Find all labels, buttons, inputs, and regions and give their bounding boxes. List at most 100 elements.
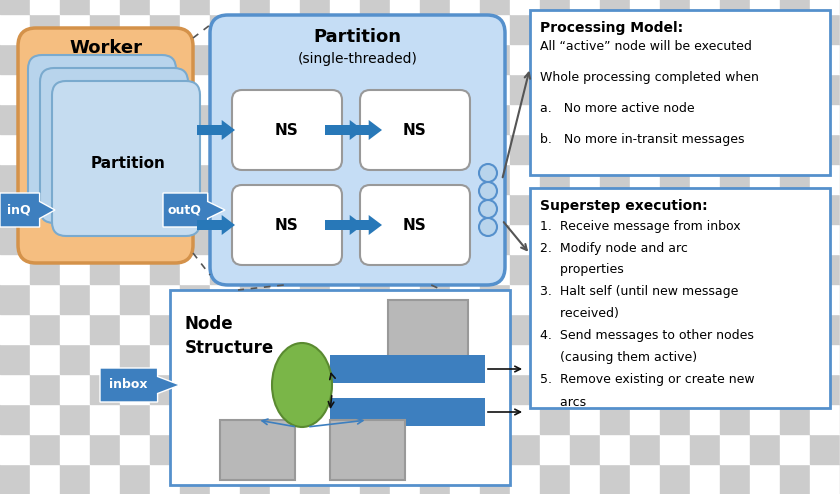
Bar (780, 44, 810, 74)
Bar (660, 194, 690, 224)
Bar (390, 224, 420, 254)
Bar (330, 434, 360, 464)
Bar (360, 134, 390, 164)
Bar (240, 0, 270, 14)
Bar (720, 104, 750, 134)
Bar (630, 104, 660, 134)
Bar (390, 344, 420, 374)
Bar (720, 254, 750, 284)
Bar (810, 134, 840, 164)
Bar (388, 300, 468, 380)
Bar (450, 134, 480, 164)
Bar (480, 224, 510, 254)
Text: 5.  Remove existing or create new: 5. Remove existing or create new (540, 373, 754, 386)
Bar (810, 104, 840, 134)
Bar (150, 104, 180, 134)
Bar (540, 344, 570, 374)
Bar (810, 284, 840, 314)
Text: inbox: inbox (108, 378, 147, 392)
Bar (540, 434, 570, 464)
Bar (60, 434, 90, 464)
Bar (720, 134, 750, 164)
Bar (480, 74, 510, 104)
Bar (510, 254, 540, 284)
Bar (210, 224, 240, 254)
Bar (150, 224, 180, 254)
Text: (single-threaded): (single-threaded) (297, 52, 417, 66)
Bar (300, 284, 330, 314)
Polygon shape (100, 368, 180, 402)
Bar (300, 134, 330, 164)
Bar (390, 194, 420, 224)
Bar (60, 314, 90, 344)
Bar (240, 254, 270, 284)
Bar (690, 134, 720, 164)
Bar (360, 374, 390, 404)
Bar (540, 254, 570, 284)
Bar (240, 134, 270, 164)
Bar (720, 0, 750, 14)
Bar (660, 314, 690, 344)
Bar (90, 104, 120, 134)
Bar (600, 224, 630, 254)
Bar (60, 74, 90, 104)
Bar (810, 464, 840, 494)
Bar (630, 464, 660, 494)
Bar (480, 104, 510, 134)
Bar (570, 374, 600, 404)
Bar (120, 164, 150, 194)
Bar (570, 134, 600, 164)
Bar (420, 254, 450, 284)
Text: Superstep execution:: Superstep execution: (540, 199, 707, 213)
Bar (270, 134, 300, 164)
Bar (0, 164, 30, 194)
Bar (690, 164, 720, 194)
Bar (510, 194, 540, 224)
Bar (420, 0, 450, 14)
Bar (530, 10, 830, 175)
FancyBboxPatch shape (360, 185, 470, 265)
Bar (660, 224, 690, 254)
Bar (330, 314, 360, 344)
Circle shape (479, 200, 497, 218)
Bar (570, 254, 600, 284)
Bar (90, 164, 120, 194)
Bar (450, 284, 480, 314)
Bar (750, 194, 780, 224)
Bar (150, 314, 180, 344)
Bar (90, 314, 120, 344)
Bar (690, 464, 720, 494)
Bar (270, 164, 300, 194)
Bar (450, 74, 480, 104)
Bar (660, 0, 690, 14)
Bar (90, 284, 120, 314)
Bar (480, 284, 510, 314)
Bar (750, 44, 780, 74)
Bar (330, 284, 360, 314)
Bar (210, 194, 240, 224)
Bar (780, 404, 810, 434)
Text: outQ: outQ (168, 204, 202, 216)
Bar (570, 164, 600, 194)
Bar (510, 104, 540, 134)
Bar (630, 284, 660, 314)
Bar (690, 314, 720, 344)
Bar (180, 74, 210, 104)
Bar (330, 344, 360, 374)
Bar (330, 164, 360, 194)
Bar (450, 344, 480, 374)
Bar (180, 434, 210, 464)
Bar (420, 374, 450, 404)
Bar (750, 164, 780, 194)
Bar (170, 290, 510, 485)
Bar (30, 254, 60, 284)
Bar (0, 314, 30, 344)
Bar (300, 434, 330, 464)
Bar (360, 344, 390, 374)
Bar (30, 404, 60, 434)
Bar (360, 44, 390, 74)
Bar (660, 464, 690, 494)
Bar (360, 194, 390, 224)
Bar (210, 314, 240, 344)
Bar (240, 404, 270, 434)
